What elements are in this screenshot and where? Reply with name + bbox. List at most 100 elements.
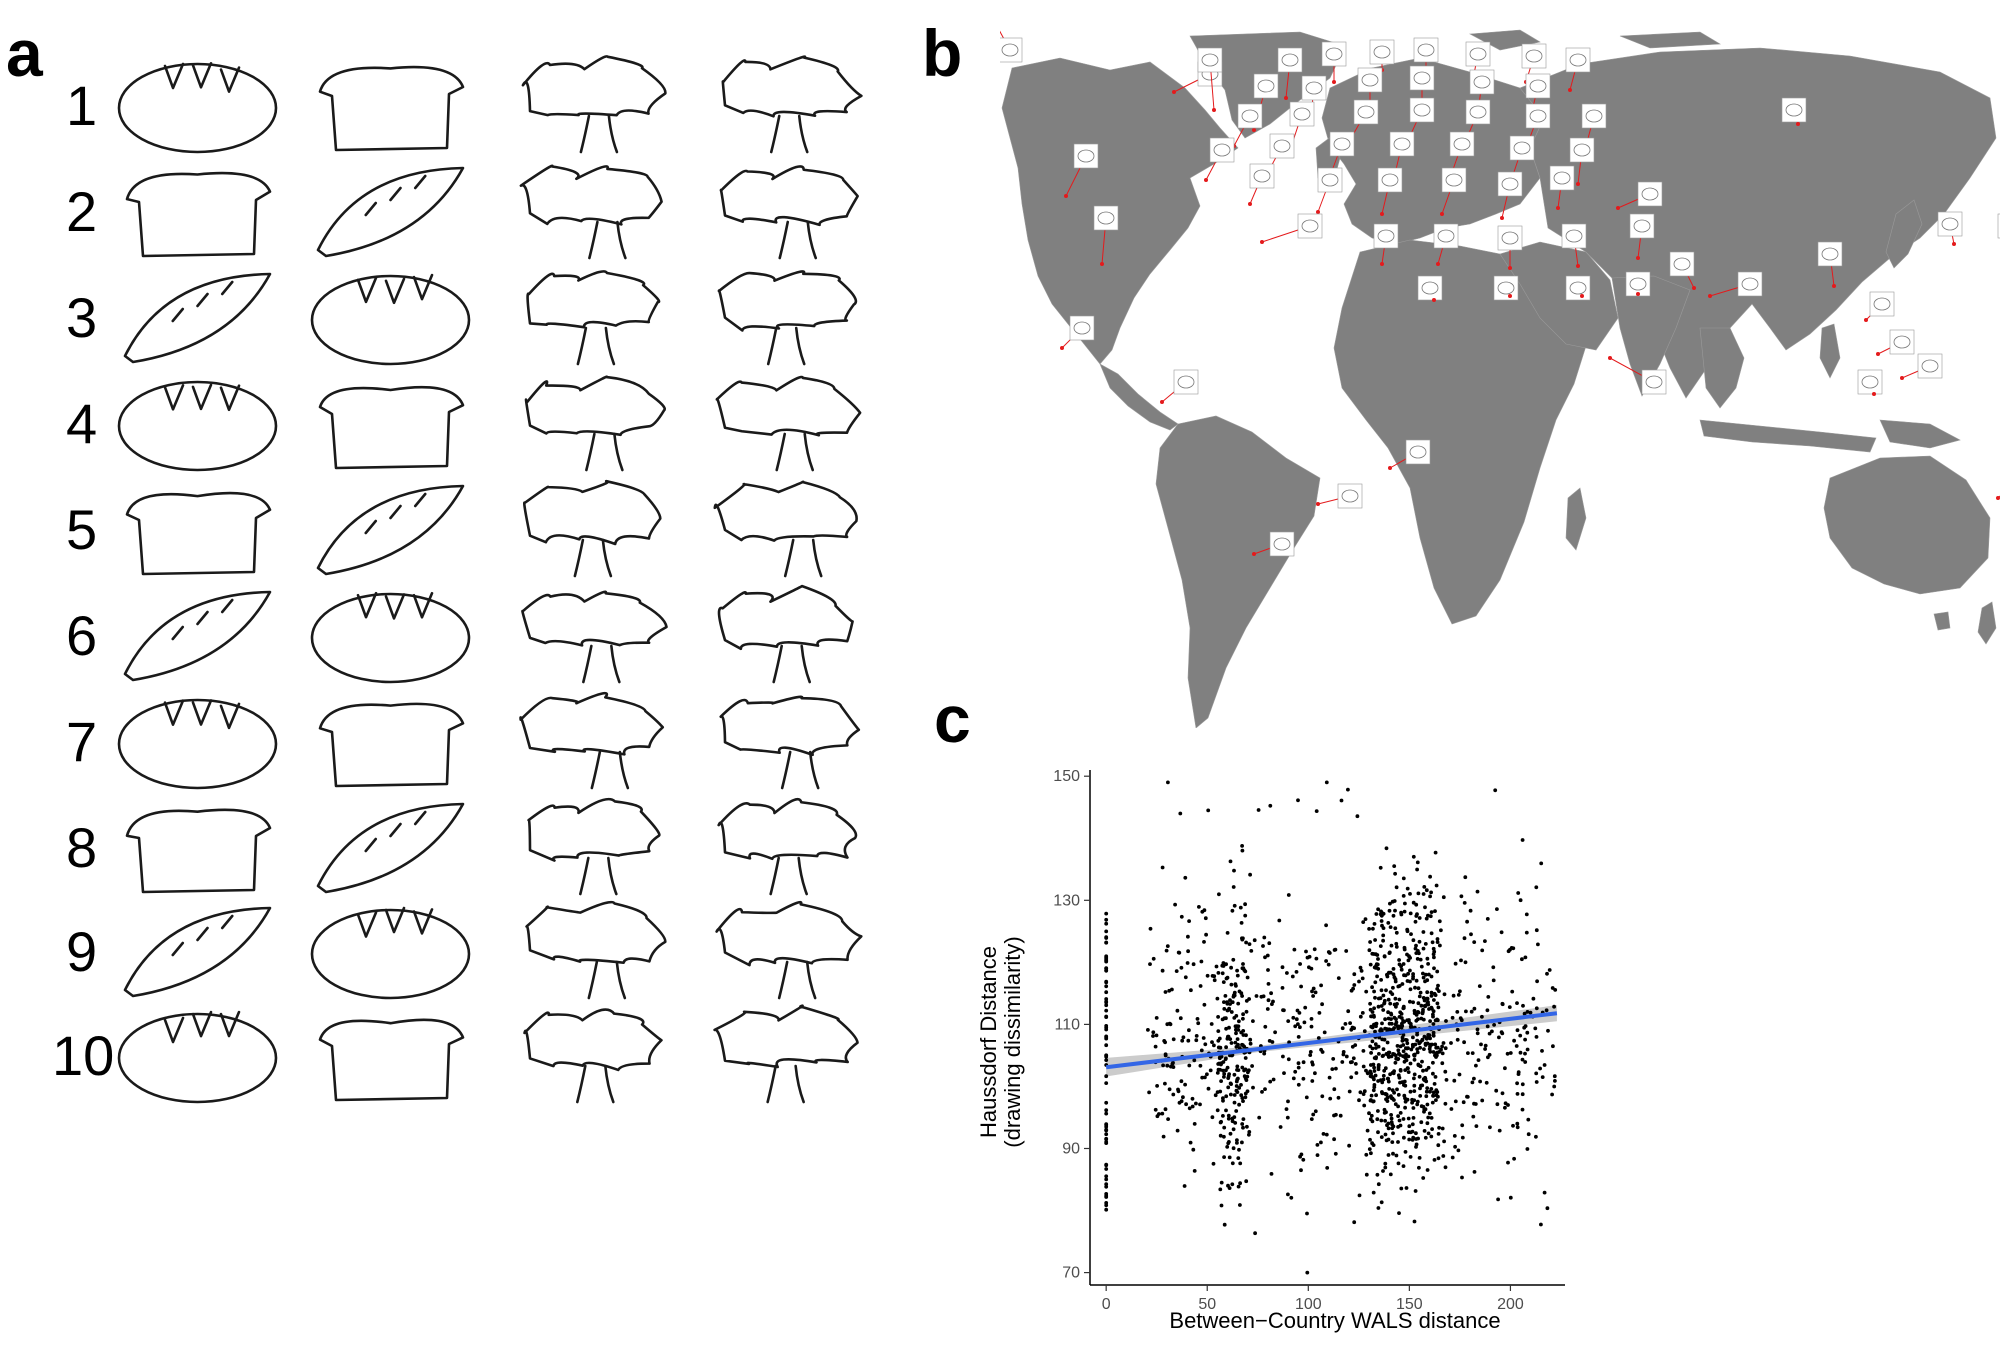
tree-drawing-icon xyxy=(717,270,858,366)
scatter-point xyxy=(1224,1094,1229,1099)
thumbnail-sketch xyxy=(1445,173,1463,187)
scatter-point xyxy=(1378,912,1383,917)
scatter-point xyxy=(1425,956,1430,961)
scatter-point xyxy=(1104,1100,1109,1105)
scatter-point xyxy=(1456,993,1461,997)
scatter-point xyxy=(1422,1107,1427,1112)
scatter-point xyxy=(1386,1016,1391,1021)
scatter-point xyxy=(1400,982,1405,986)
scatter-point xyxy=(1435,1090,1440,1094)
scatter-point xyxy=(1411,1135,1416,1140)
scatter-point xyxy=(1420,1059,1424,1064)
scatter-point xyxy=(1419,1016,1424,1021)
scatter-point xyxy=(1522,1025,1527,1030)
scatter-point xyxy=(1222,1134,1226,1139)
scatter-point xyxy=(1232,1093,1237,1097)
scatter-point xyxy=(1416,1062,1421,1067)
scatter-point xyxy=(1474,1124,1479,1128)
thumbnail-sketch xyxy=(1373,45,1391,59)
scatter-point xyxy=(1372,1083,1377,1087)
scatter-point xyxy=(1365,1071,1370,1076)
scatter-point xyxy=(1480,1098,1485,1103)
scatter-point xyxy=(1383,1165,1388,1170)
scatter-point xyxy=(1205,1072,1209,1077)
thumbnail-sketch xyxy=(1529,79,1547,93)
scatter-point xyxy=(1402,1083,1406,1087)
scatter-point xyxy=(1375,1117,1380,1122)
scatter-point xyxy=(1349,1075,1354,1080)
scatter-point xyxy=(1403,1105,1407,1110)
scatter-point xyxy=(1512,1038,1516,1043)
scatter-point xyxy=(1390,899,1395,904)
scatter-point xyxy=(1368,962,1373,967)
scatter-point xyxy=(1443,1069,1448,1074)
scatter-point xyxy=(1411,1116,1416,1120)
scatter-point xyxy=(1428,894,1432,899)
bread-drawing-thumbnail-icon xyxy=(1237,103,1263,129)
scatter-point xyxy=(1379,909,1383,914)
scatter-point xyxy=(1219,1054,1224,1059)
north-america xyxy=(1001,57,1239,365)
scatter-point xyxy=(1320,1050,1325,1054)
scatter-point xyxy=(1387,1087,1392,1091)
scatter-point xyxy=(1389,1054,1394,1059)
scatter-point xyxy=(1435,1050,1440,1055)
indonesia xyxy=(1699,419,1877,453)
scatter-point xyxy=(1374,1046,1378,1050)
bread-drawing-thumbnail-icon xyxy=(1297,213,1323,239)
scatter-point xyxy=(1417,916,1422,920)
scatter-point xyxy=(1285,971,1289,975)
scatter-point xyxy=(1396,1092,1401,1097)
regression-line xyxy=(1105,1011,1558,1070)
scatter-point xyxy=(1157,1112,1161,1116)
scatter-point xyxy=(1457,1072,1462,1077)
scatter-point xyxy=(1311,986,1316,991)
scatter-point xyxy=(1327,951,1332,955)
scatter-point xyxy=(1418,957,1423,962)
scatter-point xyxy=(1379,978,1383,982)
bread-drawing-thumbnail-icon xyxy=(1373,223,1399,249)
scatter-point xyxy=(1538,1066,1542,1071)
scatter-point xyxy=(1163,990,1168,994)
scatter-point xyxy=(1297,1011,1302,1015)
location-pin xyxy=(1204,178,1208,182)
scatter-point xyxy=(1455,1037,1460,1042)
scatter-point xyxy=(1411,1000,1415,1005)
scatter-point xyxy=(1221,1114,1225,1118)
bread-drawing-icon xyxy=(316,802,465,894)
scatter-point xyxy=(1402,1019,1407,1024)
scatter-point xyxy=(1266,968,1270,972)
location-pin xyxy=(1608,356,1612,360)
scatter-point xyxy=(1422,1047,1426,1051)
scatter-point xyxy=(1232,903,1237,908)
scatter-point xyxy=(1444,1019,1448,1023)
scatter-point xyxy=(1352,983,1357,987)
scatter-point xyxy=(1521,1003,1525,1008)
scatter-point xyxy=(1434,1098,1438,1102)
scatter-point xyxy=(1385,974,1390,979)
scatter-point xyxy=(1412,1053,1416,1057)
location-pin xyxy=(1796,122,1800,126)
drawing-grid xyxy=(117,55,863,1104)
scatter-point xyxy=(1542,1190,1547,1195)
location-pin xyxy=(1636,292,1640,296)
scatter-point xyxy=(1171,1037,1176,1042)
tree-drawing-icon xyxy=(719,695,861,790)
scatter-point xyxy=(1374,1093,1378,1098)
scatter-point xyxy=(1399,910,1403,915)
bread-drawing-thumbnail-icon xyxy=(1000,37,1023,63)
scatter-point xyxy=(1389,1021,1394,1026)
thumbnail-sketch xyxy=(1513,141,1531,155)
scatter-point xyxy=(1364,989,1369,994)
bread-drawing-icon xyxy=(125,171,272,258)
scatter-point xyxy=(1425,996,1430,1001)
scatter-point xyxy=(1248,1037,1253,1042)
scatter-point xyxy=(1222,1222,1227,1227)
scatter-point xyxy=(1254,994,1259,998)
scatter-point xyxy=(1265,1007,1270,1011)
scatter-point xyxy=(1386,1079,1391,1084)
scatter-point xyxy=(1233,1040,1238,1045)
scatter-point xyxy=(1391,967,1396,971)
scatter-point xyxy=(1232,990,1237,995)
scatter-point xyxy=(1361,920,1366,924)
